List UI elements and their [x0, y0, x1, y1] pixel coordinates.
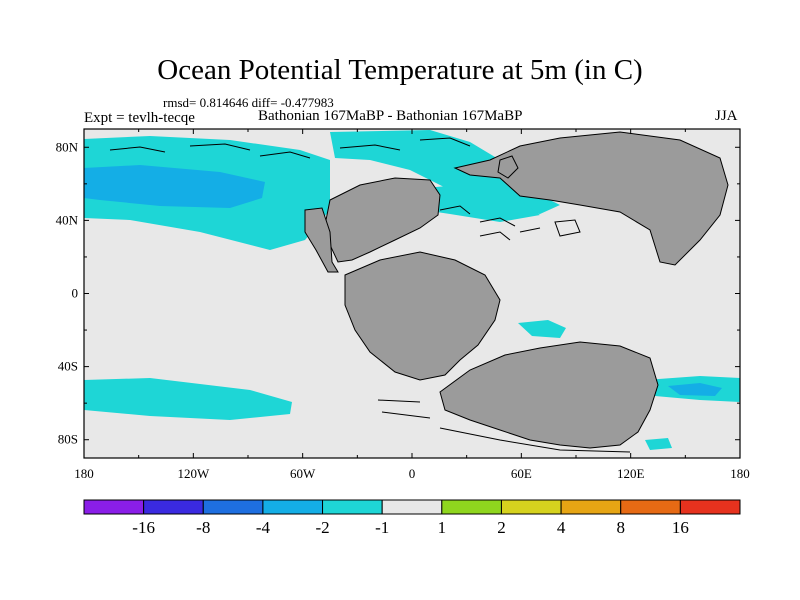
colorbar-label: 2 [497, 518, 506, 537]
colorbar-label: -4 [256, 518, 271, 537]
anomaly-region-north-pacific-core [84, 165, 265, 208]
anomaly-region-south-pacific [84, 378, 292, 420]
anomaly-region-arctic [330, 130, 560, 214]
season-label: JJA [715, 108, 738, 124]
colorbar-label: 8 [616, 518, 625, 537]
colorbar-swatch [202, 499, 264, 515]
colorbar-swatch [441, 499, 502, 515]
lat-tick-label: 40N [56, 212, 79, 227]
colorbar-label: 16 [672, 518, 689, 537]
lat-tick-label: 0 [72, 286, 79, 301]
landmass-south-america-africa [344, 251, 501, 381]
lon-tick-label: 180 [74, 466, 94, 481]
colorbar-swatch [262, 499, 324, 515]
colorbar-swatch [381, 499, 443, 515]
lon-tick-label: 0 [409, 466, 416, 481]
landmass-antarctica [439, 341, 659, 449]
colorbar-swatch [560, 499, 622, 515]
lon-tick-label: 60E [511, 466, 532, 481]
coastline-southern-fringe [377, 399, 631, 453]
colorbar-label: -2 [315, 518, 329, 537]
lon-tick-label: 120E [617, 466, 645, 481]
colorbar-label: 4 [557, 518, 566, 537]
landmass-eurasia [453, 131, 729, 266]
lat-tick-label: 80S [58, 432, 78, 447]
anomaly-region-south-east-core [668, 383, 722, 396]
coastline-arctic-islands [109, 137, 471, 159]
colorbar-label: -1 [375, 518, 389, 537]
coastline-tethys-islands [439, 205, 581, 241]
colorbar-swatch [83, 499, 145, 515]
landmass-greenland-region [497, 155, 519, 179]
lon-tick-label: 180 [730, 466, 750, 481]
lat-tick-label: 40S [58, 359, 78, 374]
map-subtitle: Bathonian 167MaBP - Bathonian 167MaBP [258, 108, 523, 124]
map-title: Ocean Potential Temperature at 5m (in C) [157, 54, 643, 86]
colorbar-swatch [500, 499, 562, 515]
stats-text: rmsd= 0.814646 diff= -0.477983 [163, 95, 334, 110]
lat-tick-label: 80N [56, 139, 79, 154]
lon-tick-label: 60W [290, 466, 316, 481]
anomaly-region-equatorial [518, 320, 566, 338]
experiment-label: Expt = tevlh-tecqe [84, 110, 195, 126]
colorbar-label: -16 [132, 518, 155, 537]
colorbar-label: 1 [438, 518, 447, 537]
colorbar-label: -8 [196, 518, 210, 537]
colorbar-swatch [143, 499, 204, 515]
colorbar-swatch [679, 499, 741, 515]
lon-tick-label: 120W [177, 466, 210, 481]
colorbar-swatch [620, 499, 681, 515]
anomaly-region-antarctic-edge [645, 438, 672, 450]
colorbar-swatch [322, 499, 383, 515]
landmass-northwest-peninsula [304, 207, 339, 273]
